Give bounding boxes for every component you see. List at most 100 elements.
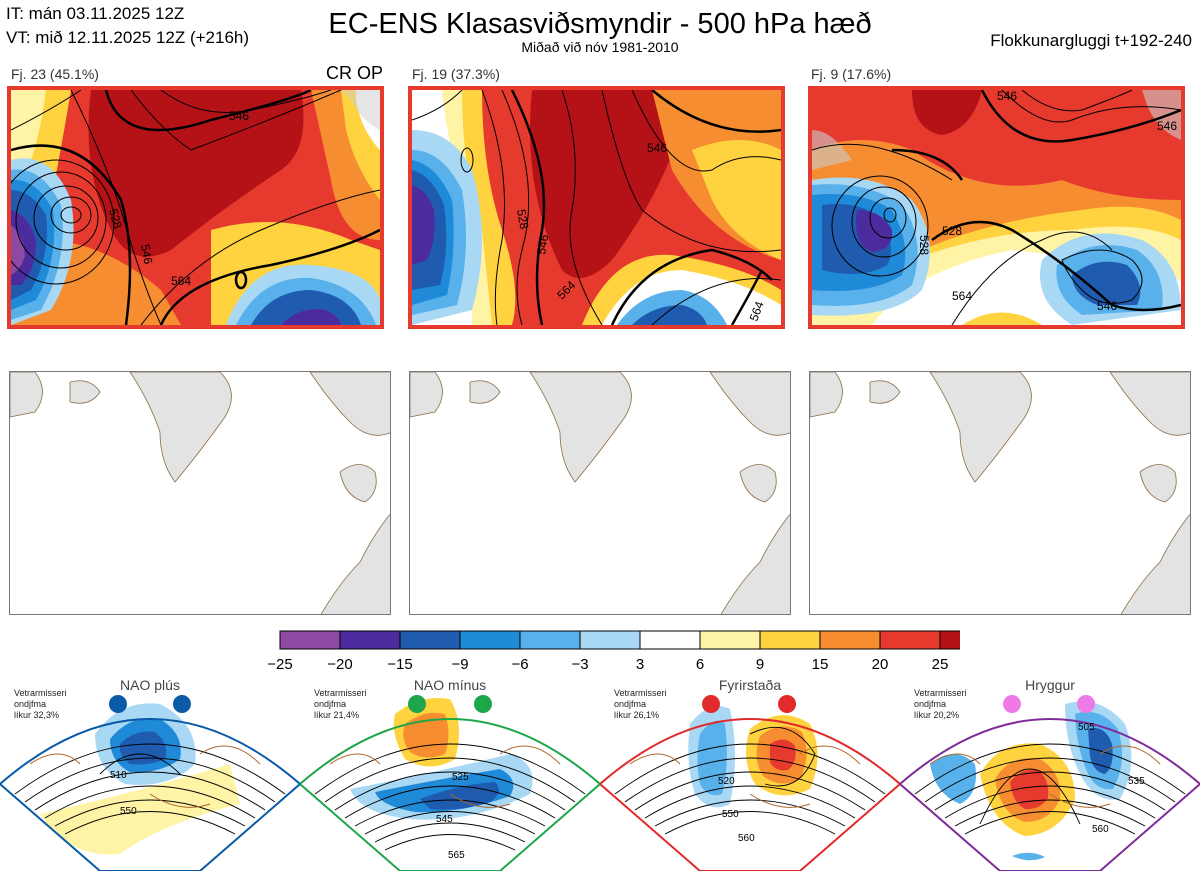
contour-label: 564: [171, 274, 191, 288]
colorbar-box: [879, 630, 941, 650]
anomaly-area: [632, 305, 707, 325]
cluster-1-map: 546 546 528 564: [7, 86, 384, 329]
basemap: [410, 372, 790, 614]
anomaly-area: [412, 185, 435, 265]
cluster-2-map: 546 528 546 564 564: [408, 86, 785, 329]
contour-label: 546: [1097, 299, 1117, 313]
cluster-3-map: 528 546 546 528 564 546: [808, 86, 1185, 329]
regime-map: 520 550 560: [598, 695, 902, 872]
colorbar-tick-label: 3: [636, 656, 644, 673]
anomaly-area: [697, 720, 727, 796]
regime-map: 505 535 560: [898, 695, 1200, 872]
contour-label: 564: [952, 289, 972, 303]
land-area: [341, 90, 380, 130]
regime-marker: [1003, 695, 1021, 713]
anomaly-area: [1012, 852, 1045, 861]
contour-label: 525: [452, 772, 469, 783]
contour-label: 560: [1092, 824, 1109, 835]
colorbar-box: [519, 630, 581, 650]
anomaly-area: [403, 712, 449, 758]
anomaly-area: [770, 739, 796, 771]
colorbar-tick-label: 9: [756, 656, 764, 673]
contour-label: 546: [997, 90, 1017, 103]
colorbar-tick-label: −9: [451, 656, 468, 673]
colorbar-tick-label: 6: [696, 656, 704, 673]
contour-label: 546: [229, 109, 249, 123]
cluster-3-label: Fj. 9 (17.6%): [811, 66, 892, 82]
basemap: [10, 372, 390, 614]
colorbar-box: [819, 630, 881, 650]
regime-marker: [109, 695, 127, 713]
contour-label: 565: [448, 850, 465, 861]
regime-marker: [408, 695, 426, 713]
regime-map: 510 550: [0, 695, 302, 872]
cluster-1-label: Fj. 23 (45.1%): [11, 66, 99, 82]
regime-nao-plus: 510 550 NAO plús Vetrarmisseri ondjfma l…: [0, 674, 302, 872]
sector-outline: [898, 718, 1200, 872]
initial-time: IT: mán 03.11.2025 12Z: [6, 4, 185, 23]
contour-label: 505: [1078, 722, 1095, 733]
contour-label: 546: [647, 141, 667, 155]
anomaly-area: [11, 90, 46, 165]
land-area: [1142, 90, 1181, 140]
regime-ridge: 505 535 560 Hryggur Vetrarmisseri ondjfm…: [898, 674, 1200, 872]
contour-label: 546: [1157, 119, 1177, 133]
classification-window: Flokkunargluggi t+192-240: [990, 31, 1192, 50]
regime-marker: [778, 695, 796, 713]
anomaly-area: [11, 225, 25, 275]
regime-marker: [474, 695, 492, 713]
land-area: [812, 130, 852, 170]
colorbar-box: [339, 630, 401, 650]
colorbar-tick-label: 15: [812, 656, 829, 673]
blank-map-3: [809, 371, 1191, 615]
sector-background: [600, 719, 900, 871]
colorbar-tick-label: −6: [511, 656, 528, 673]
colorbar: −25 −20 −15 −9 −6 −3 3 6 9 15 20 25: [267, 630, 960, 673]
coastline: [29, 745, 261, 808]
colorbar-box: [579, 630, 641, 650]
contour-label: 535: [1128, 776, 1145, 787]
contour-label: 546: [534, 233, 551, 255]
colorbar-tick-label: 20: [872, 656, 889, 673]
regime-title: Fyrirstaða: [718, 677, 782, 693]
contour-label: 546: [138, 243, 155, 265]
colorbar-box: [699, 630, 761, 650]
regime-note: Vetrarmisseri ondjfma líkur 21,4%: [314, 688, 367, 720]
cluster-2-field: 546 528 546 564 564: [412, 90, 781, 325]
colorbar-box: [279, 630, 341, 650]
contour-label: 528: [106, 207, 125, 230]
valid-time: VT: mið 12.11.2025 12Z (+216h): [6, 28, 250, 47]
contour-label: 564: [747, 299, 767, 323]
anomaly-area: [281, 309, 341, 325]
colorbar-tick-label: −20: [327, 656, 352, 673]
basemap: [810, 372, 1190, 614]
contour-label: 528: [514, 208, 531, 230]
cluster-1-tag: CR OP: [326, 63, 384, 83]
colorbar-box: [639, 630, 701, 650]
anomaly-area: [1072, 261, 1141, 305]
colorbar-box: [399, 630, 461, 650]
regime-blocking: 520 550 560 Fyrirstaða Vetrarmisseri ond…: [598, 674, 902, 872]
colorbar-tick-label: −25: [267, 656, 292, 673]
sector-outline: [298, 718, 602, 872]
regime-map: 525 545 565: [298, 695, 602, 872]
regime-nao-minus: 525 545 565 NAO mínus Vetrarmisseri ondj…: [298, 674, 602, 872]
regime-note: Vetrarmisseri ondjfma líkur 26,1%: [614, 688, 667, 720]
contour-label: 550: [120, 806, 137, 817]
blank-map-2: [409, 371, 791, 615]
regime-note: Vetrarmisseri ondjfma líkur 20,2%: [914, 688, 967, 720]
regime-note: Vetrarmisseri ondjfma líkur 32,3%: [14, 688, 67, 720]
regime-marker: [1077, 695, 1095, 713]
chart-subtitle: Miðað við nóv 1981-2010: [521, 39, 679, 55]
anomaly-area: [930, 754, 976, 804]
sector-outline: [598, 718, 902, 872]
anomaly-area: [88, 90, 304, 257]
colorbar-box: [939, 630, 960, 650]
contour-label: 560: [738, 833, 755, 844]
anomaly-area: [912, 90, 982, 135]
coastline: [629, 745, 861, 808]
cluster-2-label: Fj. 19 (37.3%): [412, 66, 500, 82]
contour-label: 545: [436, 814, 453, 825]
contour-label: 528: [917, 235, 931, 255]
cluster-1-field: 546 546 528 564: [11, 90, 380, 325]
